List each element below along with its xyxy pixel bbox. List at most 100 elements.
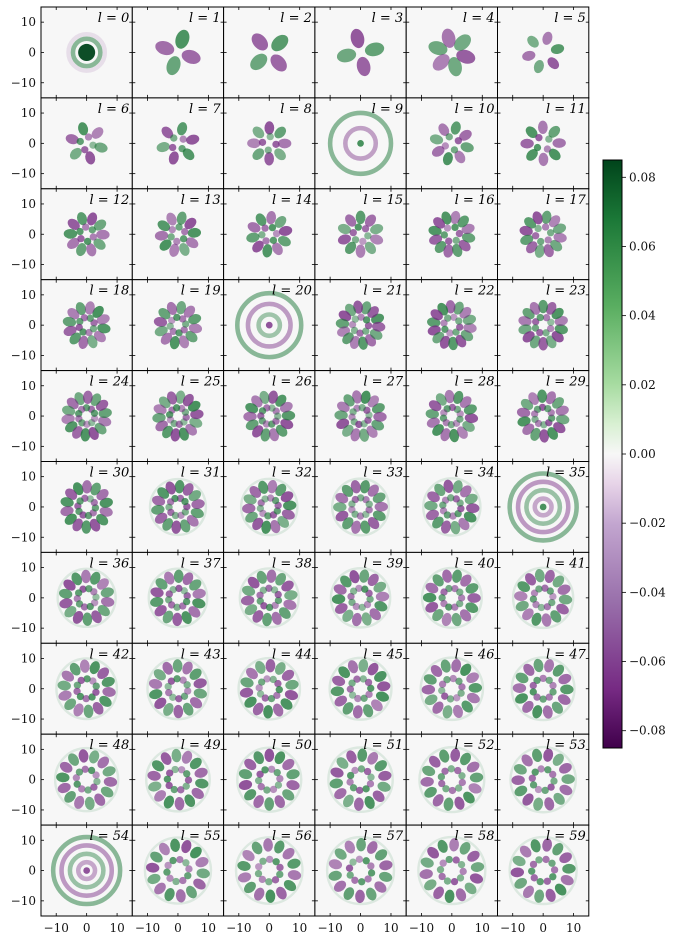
panel-label: l = 8 [280,102,312,117]
ring [53,746,120,813]
ring [75,859,98,882]
lobe [350,428,361,442]
lobe [522,700,534,713]
lobe [443,676,451,684]
lobe [531,324,540,332]
lobe [539,695,547,703]
lobe [195,778,209,789]
ring [143,836,213,905]
lobe [194,767,208,778]
y-tick-label: −10 [11,621,36,635]
panel-32: l = 32 [223,461,316,553]
lobe [549,873,557,881]
lobe [268,404,276,412]
y-tick-label: 10 [21,106,36,120]
lobe [86,314,94,322]
lobe [553,223,567,234]
lobe [196,868,210,879]
lobe [68,753,80,766]
lobe [166,56,181,76]
lobe [178,315,187,323]
lobe [372,492,386,504]
lobe [333,502,347,513]
lobe [182,483,194,496]
lobe [244,789,257,801]
lobe [442,785,450,793]
lobe [193,678,207,689]
panel-image [327,110,394,177]
lobe [516,407,531,418]
lobe [346,871,354,879]
lobe [359,675,367,683]
lobe [173,603,181,611]
panel-label: l = 50 [272,738,312,753]
lobe [511,775,525,786]
lobe [243,881,256,894]
panel-image [60,480,113,534]
lobe [369,608,381,621]
y-tick-label: 10 [21,561,36,575]
panel-background [223,643,315,735]
panel-background [132,97,224,189]
panel-3: l = 3 [314,6,407,99]
lobe [535,585,543,593]
lobe [94,793,106,806]
panel-58: l = 58 −10 0 10 [405,824,499,935]
lobe [332,675,346,687]
lobe [175,390,186,404]
lobe [81,765,89,773]
lobe [364,875,372,883]
lobe [542,838,553,852]
lobe [86,212,98,226]
lobe [440,659,451,673]
panel-background [406,97,498,189]
lobe [346,771,355,780]
lobe [519,845,532,858]
lobe [251,33,269,51]
lobe [437,773,446,781]
ring [147,567,209,629]
lobe [426,509,439,521]
lobe [346,685,355,693]
lobe [182,572,194,586]
panel-45: l = 45 [314,642,407,735]
lobe [268,223,277,232]
lobe [173,569,184,583]
panel-label: l = 38 [272,556,312,571]
panel-47: l = 47 [497,642,590,735]
lobe [352,602,360,611]
lobe [190,846,202,859]
panel-label: l = 2 [280,11,312,26]
lobe [469,873,484,884]
lobe [528,867,536,875]
ring [329,567,392,629]
lobe [60,497,74,508]
panel-image [156,122,200,165]
lobe [57,782,71,794]
panel-label: l = 41 [546,556,586,571]
lobe [185,865,193,873]
lobe [460,485,472,498]
panel-background [132,370,224,462]
lobe [180,326,188,334]
lobe [64,698,77,711]
lobe [539,429,550,443]
lobe [255,661,266,674]
y-tick-label: 10 [21,379,36,393]
lobe [162,425,174,439]
lobe [168,151,179,165]
lobe [367,862,375,870]
panel-18: l = 18 10 0 −10 [11,279,133,372]
y-tick-label: 0 [28,773,36,787]
lobe [529,681,537,690]
panel-image [237,656,302,721]
panel-25: l = 25 [131,370,225,463]
lobe [179,135,187,143]
lobe [179,676,187,684]
lobe [443,479,454,493]
y-tick-label: 0 [28,227,36,241]
lobe [441,692,449,700]
lobe [364,322,373,330]
lobe [189,697,203,709]
lobe [544,236,552,244]
